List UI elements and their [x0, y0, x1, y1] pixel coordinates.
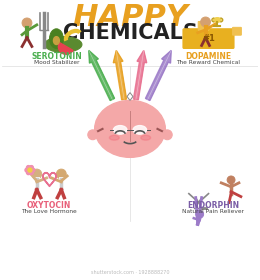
Wedge shape	[58, 43, 73, 54]
Polygon shape	[89, 50, 115, 101]
Ellipse shape	[95, 101, 165, 157]
Text: OXYTOCIN: OXYTOCIN	[26, 201, 71, 210]
Ellipse shape	[45, 37, 82, 52]
Circle shape	[162, 130, 172, 140]
Circle shape	[29, 171, 33, 175]
Ellipse shape	[109, 135, 119, 140]
Text: shutterstock.com · 1928888270: shutterstock.com · 1928888270	[91, 270, 169, 275]
Ellipse shape	[125, 120, 151, 138]
Ellipse shape	[141, 135, 151, 140]
Text: SEROTONIN: SEROTONIN	[31, 52, 82, 61]
Text: Natural Pain Reliever: Natural Pain Reliever	[183, 209, 244, 214]
Polygon shape	[133, 50, 147, 100]
Polygon shape	[113, 50, 127, 100]
Circle shape	[32, 169, 42, 179]
FancyBboxPatch shape	[198, 22, 209, 30]
Polygon shape	[127, 93, 133, 101]
Ellipse shape	[50, 29, 63, 48]
Text: ENDORPHIN: ENDORPHIN	[187, 201, 239, 210]
Ellipse shape	[110, 109, 140, 125]
Circle shape	[28, 168, 32, 172]
Circle shape	[56, 169, 66, 179]
Circle shape	[27, 165, 30, 169]
Text: The Reward Chemical: The Reward Chemical	[177, 60, 241, 65]
Ellipse shape	[133, 125, 147, 134]
Ellipse shape	[109, 129, 131, 143]
Text: HAPPY: HAPPY	[72, 3, 188, 32]
Circle shape	[29, 165, 33, 169]
Circle shape	[31, 168, 35, 172]
FancyBboxPatch shape	[183, 29, 234, 48]
Circle shape	[227, 176, 235, 184]
Circle shape	[27, 171, 30, 175]
FancyBboxPatch shape	[232, 27, 241, 35]
Circle shape	[196, 210, 204, 218]
Text: #1: #1	[202, 34, 215, 43]
Ellipse shape	[54, 37, 59, 45]
Ellipse shape	[113, 125, 127, 134]
Circle shape	[22, 18, 32, 28]
Ellipse shape	[103, 116, 121, 136]
Polygon shape	[145, 50, 171, 101]
Text: CHEMICALS: CHEMICALS	[63, 23, 197, 43]
Circle shape	[88, 130, 98, 140]
Ellipse shape	[213, 18, 221, 22]
Text: DOPAMINE: DOPAMINE	[185, 52, 232, 61]
Text: The Love Hormone: The Love Hormone	[21, 209, 76, 214]
Circle shape	[201, 17, 210, 27]
Ellipse shape	[135, 112, 157, 126]
Circle shape	[25, 168, 29, 172]
Text: Mood Stabilizer: Mood Stabilizer	[34, 60, 79, 65]
